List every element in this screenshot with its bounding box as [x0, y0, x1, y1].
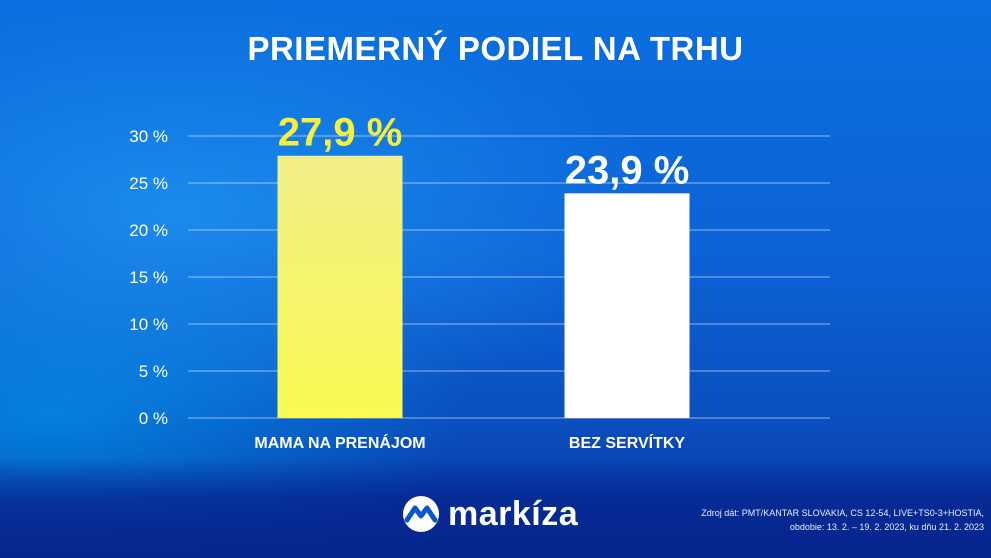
x-category-label: MAMA NA PRENÁJOM [254, 433, 425, 452]
footer-band [0, 458, 991, 558]
y-tick-label: 0 % [139, 409, 168, 428]
y-tick-label: 20 % [129, 221, 168, 240]
brand-name: markíza [448, 494, 579, 533]
y-tick-label: 5 % [139, 362, 168, 381]
bar [277, 155, 403, 419]
chart-title: PRIEMERNÝ PODIEL NA TRHU [247, 30, 744, 67]
source-line-1: Zdroj dát: PMT/KANTAR SLOVAKIA, CS 12-54… [701, 508, 984, 518]
y-tick-label: 15 % [129, 268, 168, 287]
x-category-label: BEZ SERVÍTKY [569, 433, 686, 452]
source-line-2: obdobie: 13. 2. – 19. 2. 2023, ku dňu 21… [789, 522, 984, 532]
bar [564, 193, 690, 418]
y-tick-label: 10 % [129, 315, 168, 334]
markiza-logo: markíza [402, 492, 578, 536]
data-label: 23,9 % [565, 148, 690, 192]
data-label: 27,9 % [278, 111, 403, 155]
data-source-note: Zdroj dát: PMT/KANTAR SLOVAKIA, CS 12-54… [654, 506, 984, 534]
y-tick-label: 30 % [129, 127, 168, 146]
markiza-logo-icon [403, 496, 439, 532]
y-tick-label: 25 % [129, 174, 168, 193]
